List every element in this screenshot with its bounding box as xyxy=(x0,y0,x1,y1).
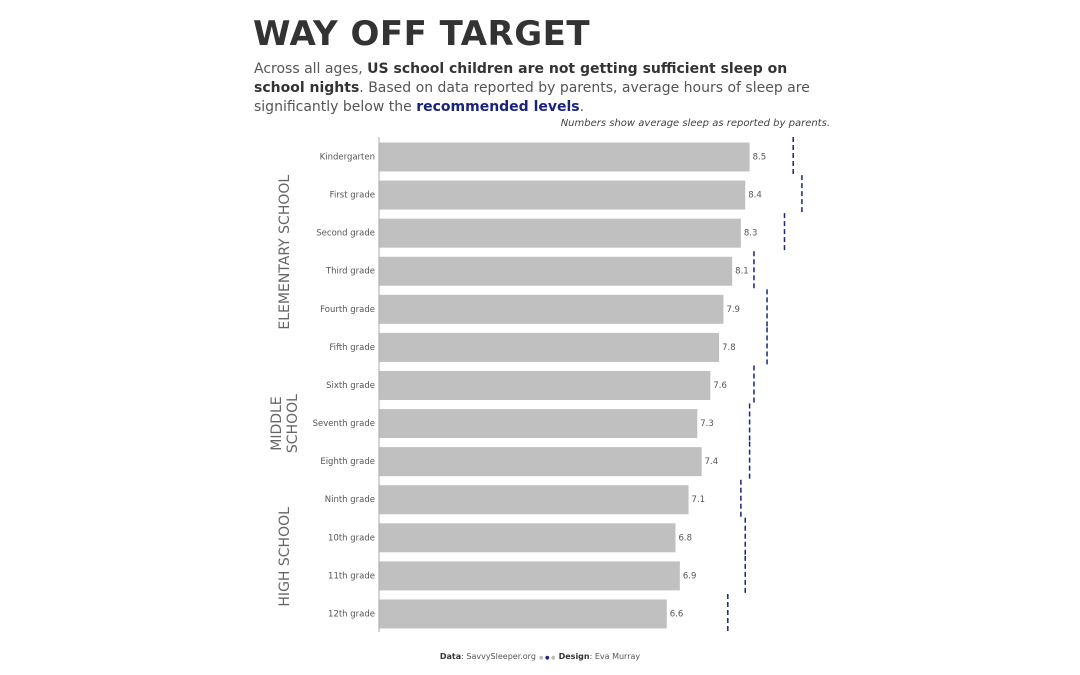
bar xyxy=(379,599,667,629)
category-label: 12th grade xyxy=(328,609,375,619)
text-run: . xyxy=(579,99,585,115)
bar xyxy=(379,485,689,515)
category-label: First grade xyxy=(330,191,375,201)
category-label: Second grade xyxy=(316,229,375,239)
bar xyxy=(379,294,724,324)
value-label: 7.9 xyxy=(726,305,740,315)
text-run: : Eva Murray xyxy=(589,652,641,661)
category-label: 10th grade xyxy=(328,533,375,543)
category-label: Third grade xyxy=(325,267,375,277)
text-run: : SavvySleeper.org xyxy=(461,652,536,661)
text-run: Across all ages, xyxy=(254,61,368,77)
group-label: ELEMENTARY SCHOOL xyxy=(277,175,293,330)
bar xyxy=(379,142,750,172)
value-label: 8.4 xyxy=(748,191,762,201)
category-label: 11th grade xyxy=(328,571,375,581)
category-label: Sixth grade xyxy=(326,381,375,391)
category-label: Fifth grade xyxy=(329,343,375,353)
bar xyxy=(379,180,746,210)
text-run: recommended levels xyxy=(416,99,580,115)
bar xyxy=(379,561,680,591)
category-label: Seventh grade xyxy=(313,419,375,429)
value-label: 8.1 xyxy=(735,267,749,277)
bar xyxy=(379,256,733,286)
value-label: 7.6 xyxy=(713,381,727,391)
bar xyxy=(379,332,720,362)
text-run: Design xyxy=(558,652,590,661)
separator-dots: ● ● ● xyxy=(539,655,556,661)
value-label: 7.3 xyxy=(700,419,714,429)
text-run: Data xyxy=(439,652,462,661)
group-label: HIGH SCHOOL xyxy=(277,507,293,607)
bar xyxy=(379,523,676,553)
text-run: . Based on data reported by parents, ave… xyxy=(254,80,810,115)
value-label: 6.8 xyxy=(678,533,692,543)
text-run: US school children are not getting suffi… xyxy=(254,61,788,96)
value-label: 8.5 xyxy=(753,153,767,163)
category-label: Eighth grade xyxy=(320,457,375,467)
value-label: 7.1 xyxy=(692,495,706,505)
category-label: Ninth grade xyxy=(325,495,375,505)
chart-title: WAY OFF TARGET xyxy=(253,14,591,54)
bar xyxy=(379,218,741,248)
value-label: 6.6 xyxy=(670,609,684,619)
value-label: 6.9 xyxy=(683,571,697,581)
category-label: Fourth grade xyxy=(320,305,375,315)
category-label: Kindergarten xyxy=(320,153,375,163)
group-label: SCHOOL xyxy=(285,394,301,453)
bar xyxy=(379,370,711,400)
note: Numbers show average sleep as reported b… xyxy=(560,118,830,129)
footer: Data: SavvySleeper.org ● ● ● Design: Eva… xyxy=(0,652,1080,661)
group-label: MIDDLE xyxy=(269,396,285,450)
value-label: 8.3 xyxy=(744,229,758,239)
value-label: 7.4 xyxy=(705,457,719,467)
bar xyxy=(379,409,698,439)
value-label: 7.8 xyxy=(722,343,736,353)
bar xyxy=(379,447,702,477)
subtitle: Across all ages, US school children are … xyxy=(254,60,814,117)
